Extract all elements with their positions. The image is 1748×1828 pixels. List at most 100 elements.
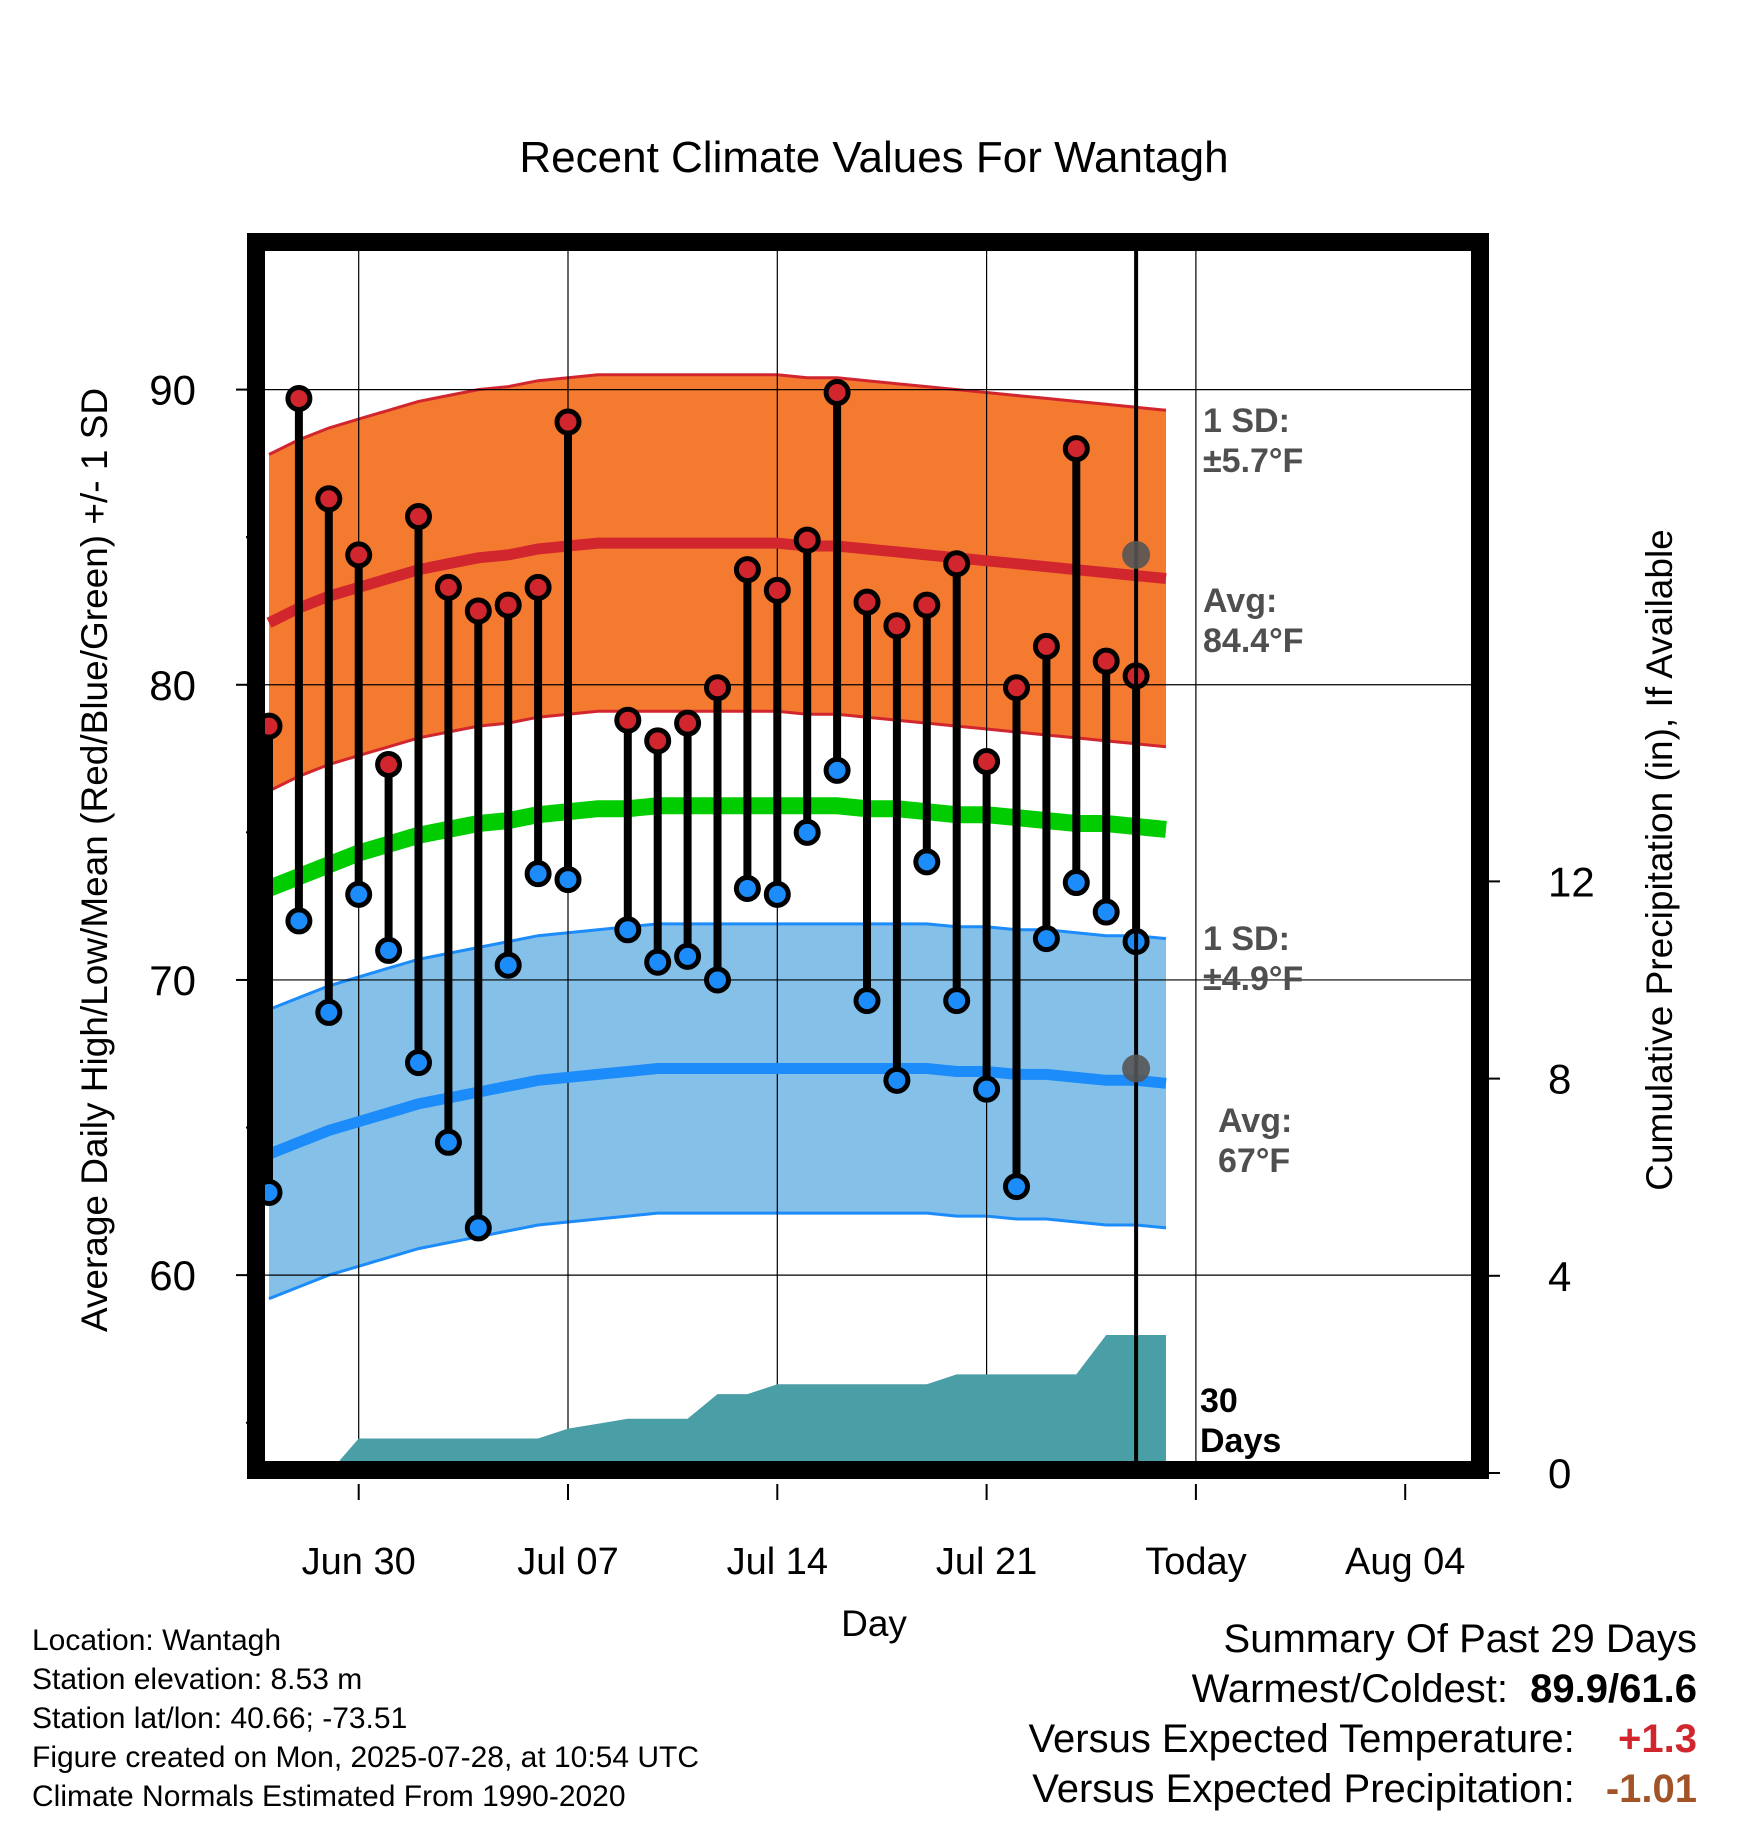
daily-low-point xyxy=(1032,925,1060,953)
daily-high-point xyxy=(1062,435,1090,463)
y-tick-label: 60 xyxy=(149,1252,196,1299)
daily-high-point xyxy=(315,485,343,513)
daily-low-point xyxy=(823,756,851,784)
daily-low-point xyxy=(554,866,582,894)
high-upper-sd-line xyxy=(268,373,1167,456)
daily-low-point xyxy=(1092,898,1120,926)
precip-area xyxy=(334,1335,1166,1466)
daily-low-point xyxy=(1062,869,1090,897)
chart-title: Recent Climate Values For Wantagh xyxy=(519,133,1228,182)
daily-high-point xyxy=(793,526,821,554)
daily-low-point xyxy=(375,936,403,964)
today-normal-low-marker xyxy=(1122,1054,1151,1083)
high-band xyxy=(269,374,1166,791)
daily-high-point xyxy=(285,384,313,412)
daily-low-point xyxy=(674,942,702,970)
y-tick-label: 80 xyxy=(149,662,196,709)
daily-high-point xyxy=(1003,674,1030,702)
precip-days-annotation: 30 Days xyxy=(1200,1382,1281,1460)
y2-axis-label: Cumulative Precipitation (in), If Availa… xyxy=(1639,529,1680,1191)
daily-low-point xyxy=(793,818,821,846)
high-avg-annotation: Avg: 84.4°F xyxy=(1203,582,1304,660)
daily-low-point xyxy=(345,880,373,908)
daily-high-point xyxy=(554,408,582,436)
daily-high-point xyxy=(853,588,881,616)
summary-temp: Versus Expected Temperature: +1.3 xyxy=(1029,1714,1697,1764)
daily-low-point xyxy=(853,987,881,1015)
latlon-text: Station lat/lon: 40.66; -73.51 xyxy=(32,1702,408,1735)
daily-high-point xyxy=(733,556,761,584)
daily-low-point xyxy=(913,848,941,876)
precip-label: Versus Expected Precipitation: xyxy=(1032,1767,1575,1811)
y-tick-label: 70 xyxy=(149,957,196,1004)
daily-high-point xyxy=(644,727,672,755)
low-sd-annotation: 1 SD: ±4.9°F xyxy=(1203,920,1303,998)
daily-high-point xyxy=(405,503,432,531)
precip-value: -1.01 xyxy=(1605,1767,1697,1811)
y-tick-label: 90 xyxy=(149,367,196,414)
high-sd-annotation: 1 SD: ±5.7°F xyxy=(1203,402,1303,480)
x-tick-label: Jul 07 xyxy=(517,1541,618,1583)
daily-low-point xyxy=(973,1075,1001,1103)
y2-tick-label: 12 xyxy=(1548,858,1595,905)
daily-high-point xyxy=(434,573,462,601)
temp-value: +1.3 xyxy=(1618,1717,1697,1761)
daily-low-point xyxy=(434,1128,462,1156)
daily-high-point xyxy=(823,379,851,407)
daily-high-point xyxy=(704,674,731,702)
daily-high-point xyxy=(614,706,642,734)
daily-high-point xyxy=(464,597,492,625)
temp-label: Versus Expected Temperature: xyxy=(1028,1717,1575,1761)
created-text: Figure created on Mon, 2025-07-28, at 10… xyxy=(32,1741,700,1774)
y2-tick-label: 0 xyxy=(1548,1450,1571,1497)
daily-high-point xyxy=(524,573,552,601)
daily-low-point xyxy=(614,916,642,944)
daily-high-point xyxy=(973,748,1001,776)
daily-low-point xyxy=(704,966,731,994)
y2-tick-label: 4 xyxy=(1548,1253,1571,1300)
daily-high-point xyxy=(375,750,403,778)
daily-high-point xyxy=(943,550,971,578)
daily-high-point xyxy=(345,541,373,569)
summary-precip: Versus Expected Precipitation: -1.01 xyxy=(1029,1764,1697,1814)
daily-low-point xyxy=(405,1049,432,1077)
x-tick-label: Aug 04 xyxy=(1345,1541,1465,1583)
location-text: Location: Wantagh xyxy=(32,1624,282,1657)
daily-high-point xyxy=(494,591,522,619)
daily-low-point xyxy=(315,998,343,1026)
x-tick-label: Today xyxy=(1145,1541,1246,1583)
daily-high-point xyxy=(913,591,941,619)
x-tick-label: Jul 21 xyxy=(936,1541,1037,1583)
y-axis-label: Average Daily High/Low/Mean (Red/Blue/Gr… xyxy=(74,388,115,1332)
daily-low-point xyxy=(883,1066,911,1094)
daily-high-point xyxy=(763,576,791,604)
daily-high-point xyxy=(1032,632,1060,660)
station-info: Location: Wantagh Station elevation: 8.5… xyxy=(32,1621,699,1816)
daily-low-point xyxy=(943,987,971,1015)
warm-cold-value: 89.9/61.6 xyxy=(1530,1667,1697,1711)
warm-cold-label: Warmest/Coldest: xyxy=(1191,1667,1508,1711)
daily-low-point xyxy=(763,880,791,908)
elevation-text: Station elevation: 8.53 m xyxy=(32,1663,363,1696)
x-axis-label: Day xyxy=(841,1603,907,1644)
x-tick-label: Jul 14 xyxy=(727,1541,828,1583)
daily-low-point xyxy=(494,951,522,979)
daily-low-point xyxy=(733,874,761,902)
plot-frame xyxy=(247,233,1489,1479)
low-band xyxy=(269,923,1166,1299)
low-lower-sd-line xyxy=(268,1211,1167,1301)
daily-low-point xyxy=(285,907,313,935)
daily-low-point xyxy=(644,948,672,976)
daily-high-point xyxy=(1092,647,1120,675)
low-avg-annotation: Avg: 67°F xyxy=(1218,1102,1292,1180)
x-tick-label: Jun 30 xyxy=(302,1541,416,1583)
summary-warm-cold: Warmest/Coldest: 89.9/61.6 xyxy=(1029,1664,1697,1714)
daily-high-point xyxy=(674,709,702,737)
plot-area: 1 SD: ±5.7°F Avg: 84.4°F 1 SD: ±4.9°F Avg: 67°F… xyxy=(260,246,1476,1466)
summary-panel: Summary Of Past 29 Days Warmest/Coldest:… xyxy=(1029,1614,1697,1814)
summary-title: Summary Of Past 29 Days xyxy=(1223,1617,1697,1661)
y2-tick-label: 8 xyxy=(1548,1056,1571,1103)
normals-text: Climate Normals Estimated From 1990-2020 xyxy=(32,1780,626,1813)
daily-low-point xyxy=(464,1214,492,1242)
